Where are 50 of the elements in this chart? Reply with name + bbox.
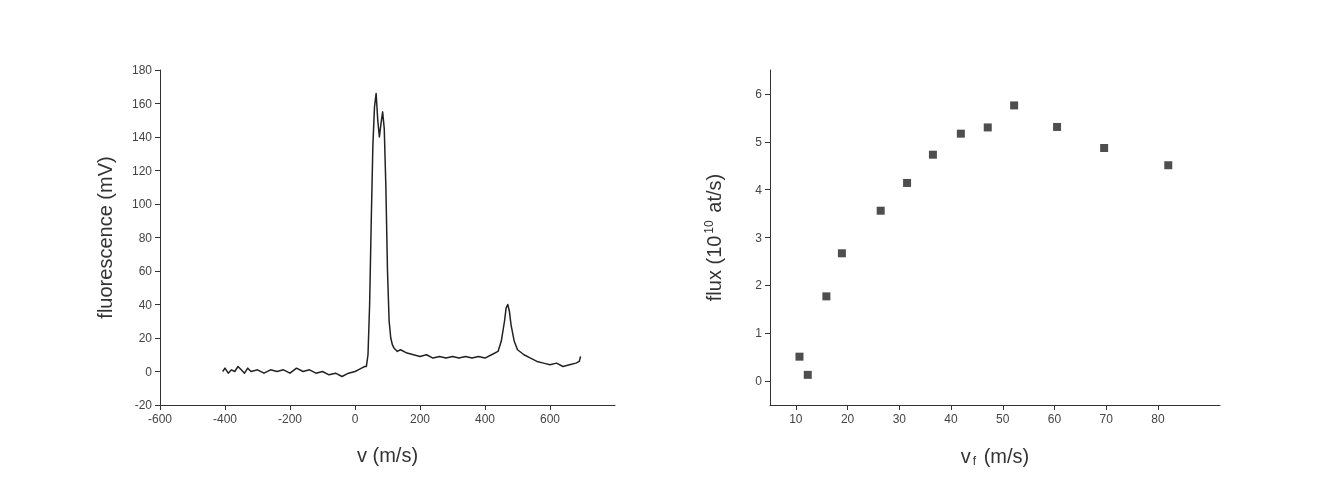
y-tick-label: 120 (131, 163, 153, 178)
y-tick-label: 160 (131, 96, 153, 111)
point (983, 123, 992, 132)
line-series (221, 92, 582, 378)
point (1100, 144, 1109, 153)
y-tick-label: 6 (755, 86, 763, 101)
y-tick-label: 5 (755, 134, 763, 149)
point (956, 129, 965, 138)
x-tick-label: 200 (409, 412, 431, 426)
x-tick-label: 60 (1047, 412, 1062, 426)
point (903, 178, 912, 187)
y-tick-label: 4 (755, 182, 763, 197)
y-axis-title: flux (1010 at/s) (702, 173, 725, 302)
y-tick-label: 0 (755, 374, 763, 389)
x-tick-label: 600 (539, 412, 561, 426)
point (876, 206, 885, 215)
x-tick-label: -200 (277, 412, 303, 426)
point (1053, 122, 1062, 131)
point (822, 292, 831, 301)
point (1010, 101, 1019, 110)
point (1164, 161, 1173, 170)
x-tick-label: -600 (147, 412, 173, 426)
point (928, 150, 937, 159)
x-tick-label: 80 (1151, 412, 1165, 426)
point (795, 352, 804, 361)
y-tick-label: 0 (145, 364, 153, 379)
x-axis-title: v (m/s) (356, 444, 419, 466)
x-tick-label: 30 (892, 412, 907, 426)
y-tick-label: 100 (131, 197, 153, 211)
y-axis-title: fluorescence (mV) (94, 156, 116, 319)
y-tick-label: 3 (755, 230, 763, 245)
point (837, 249, 846, 258)
y-tick-label: 40 (138, 297, 153, 312)
y-tick-label: 80 (138, 230, 153, 245)
x-tick-label: 0 (351, 412, 359, 426)
x-tick-label: 70 (1099, 412, 1114, 426)
y-tick-label: 20 (138, 331, 153, 345)
x-tick-label: 10 (789, 412, 803, 426)
x-tick-label: 50 (996, 412, 1010, 426)
y-tick-label: 2 (755, 278, 763, 293)
x-tick-label: 20 (840, 412, 855, 426)
point (803, 370, 812, 379)
x-tick-label: -400 (212, 412, 238, 426)
x-tick-label: 40 (944, 412, 959, 426)
y-tick-label: 60 (138, 264, 153, 278)
y-tick-label: 1 (755, 326, 763, 341)
y-tick-label: 180 (131, 63, 153, 77)
x-tick-label: 400 (474, 412, 496, 426)
y-tick-label: 140 (131, 130, 153, 144)
y-tick-label: -20 (134, 398, 153, 412)
